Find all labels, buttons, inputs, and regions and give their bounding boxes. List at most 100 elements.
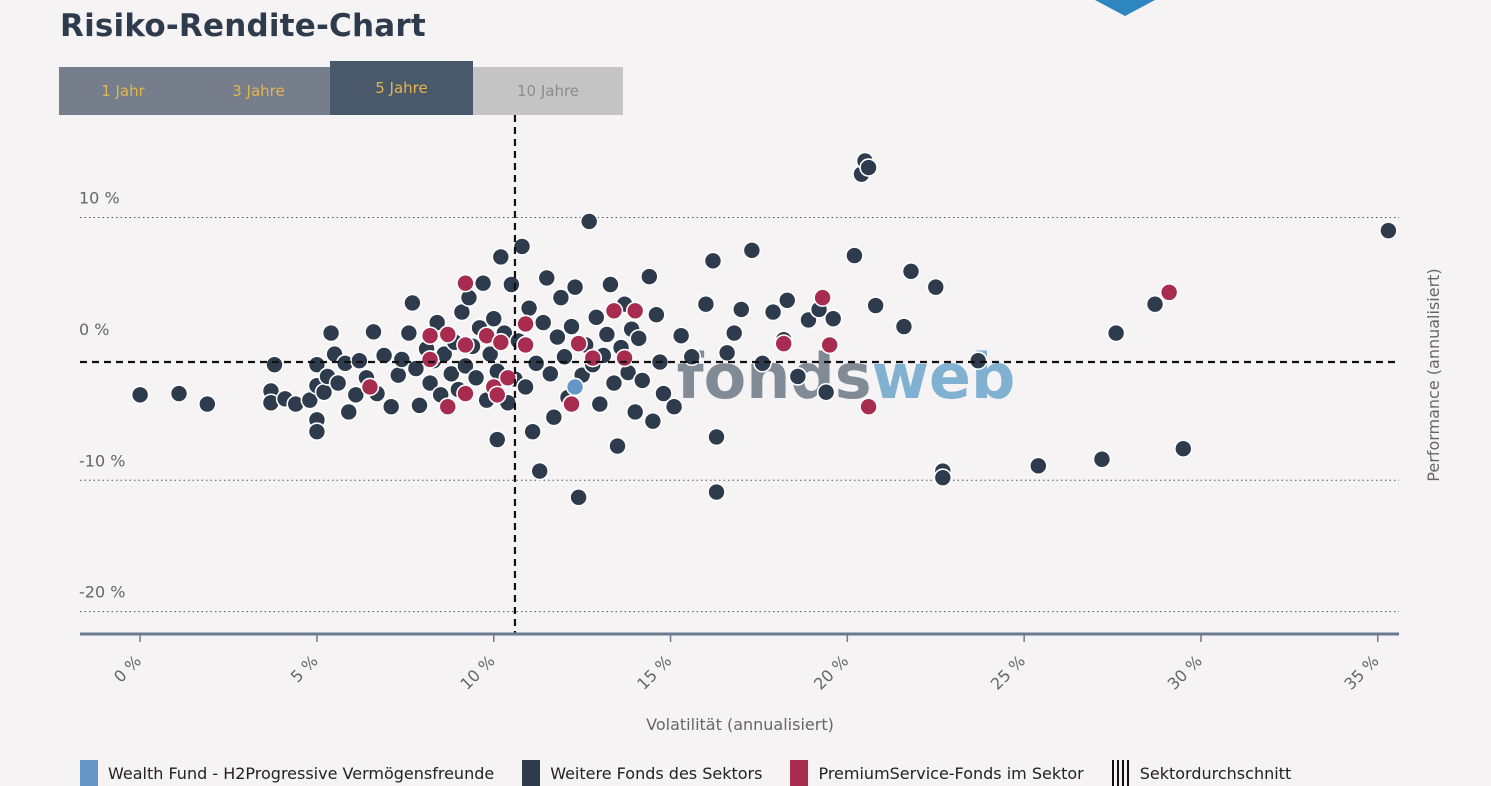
- point-other-fund: [265, 355, 284, 374]
- point-other-fund: [541, 364, 560, 384]
- point-other-fund: [1379, 221, 1398, 240]
- point-other-fund: [562, 317, 581, 336]
- top-marker-icon: [1095, 0, 1155, 16]
- point-other-fund: [717, 343, 737, 363]
- point-other-fund: [420, 373, 440, 393]
- point-premium-fund: [820, 335, 839, 355]
- point-other-fund: [512, 237, 532, 256]
- point-premium-fund: [498, 368, 518, 388]
- x-tick-label: 30 %: [1164, 651, 1206, 693]
- point-wealth-fund: [565, 377, 585, 397]
- point-other-fund: [565, 277, 585, 297]
- point-premium-fund: [487, 385, 507, 405]
- point-other-fund: [569, 488, 588, 507]
- point-other-fund: [703, 251, 723, 271]
- point-other-fund: [859, 158, 878, 177]
- legend-label-other-funds: Weitere Fonds des Sektors: [550, 763, 763, 783]
- point-premium-fund: [516, 314, 535, 334]
- point-other-fund: [590, 394, 610, 414]
- y-tick-label: -10 %: [79, 451, 125, 470]
- point-other-fund: [410, 396, 429, 415]
- legend-label-premium-funds: PremiumService-Fonds im Sektor: [818, 763, 1084, 783]
- period-tabs: 1 Jahr 3 Jahre 5 Jahre 10 Jahre: [59, 61, 623, 115]
- point-other-fund: [926, 277, 946, 297]
- point-other-fund: [763, 302, 783, 322]
- x-tick-label: 5 %: [287, 651, 322, 686]
- point-other-fund: [519, 298, 539, 318]
- point-premium-fund: [859, 397, 878, 416]
- point-premium-fund: [420, 326, 440, 346]
- point-other-fund: [346, 385, 366, 405]
- page-title: Risiko-Rendite-Chart: [60, 8, 426, 44]
- point-other-fund: [537, 268, 557, 288]
- legend-item-other-funds[interactable]: Weitere Fonds des Sektors: [522, 760, 762, 786]
- point-other-fund: [130, 385, 150, 405]
- point-premium-fund: [516, 335, 535, 355]
- point-other-fund: [632, 371, 652, 390]
- point-premium-fund: [1159, 283, 1179, 302]
- point-other-fund: [664, 397, 684, 416]
- point-other-fund: [604, 373, 624, 393]
- tab-5-jahre[interactable]: 5 Jahre: [330, 61, 473, 115]
- y-tick-label: 0 %: [79, 320, 109, 339]
- point-other-fund: [523, 422, 542, 441]
- x-axis-title: Volatilität (annualisiert): [646, 715, 834, 734]
- tab-1-jahr[interactable]: 1 Jahr: [59, 67, 187, 115]
- point-other-fund: [933, 468, 953, 487]
- legend-item-wealth-fund[interactable]: Wealth Fund - H2Progressive Vermögensfre…: [80, 760, 494, 786]
- x-tick-label: 35 %: [1340, 651, 1382, 693]
- tab-3-jahre[interactable]: 3 Jahre: [187, 67, 330, 115]
- point-other-fund: [777, 290, 797, 310]
- point-other-fund: [901, 262, 921, 281]
- watermark-part1: fonds: [677, 340, 872, 413]
- point-other-fund: [516, 377, 535, 397]
- point-other-fund: [601, 275, 620, 294]
- point-other-fund: [1092, 449, 1112, 469]
- point-other-fund: [731, 300, 751, 319]
- point-other-fund: [399, 323, 419, 343]
- point-other-fund: [374, 346, 394, 365]
- point-other-fund: [307, 422, 327, 441]
- point-other-fund: [466, 368, 486, 388]
- point-other-fund: [816, 382, 836, 402]
- point-other-fund: [442, 364, 461, 384]
- point-other-fund: [625, 402, 645, 422]
- point-other-fund: [1145, 294, 1165, 314]
- point-other-fund: [491, 247, 511, 267]
- point-premium-fund: [615, 348, 634, 368]
- point-premium-fund: [360, 377, 380, 397]
- point-other-fund: [388, 365, 408, 385]
- legend-label-wealth-fund: Wealth Fund - H2Progressive Vermögensfre…: [108, 763, 495, 783]
- legend-item-premium-funds[interactable]: PremiumService-Fonds im Sektor: [790, 760, 1084, 786]
- chart-legend: Wealth Fund - H2Progressive Vermögensfre…: [80, 760, 1319, 786]
- point-other-fund: [1173, 439, 1193, 459]
- legend-item-sector-average[interactable]: Sektordurchschnitt: [1111, 760, 1291, 786]
- point-other-fund: [823, 309, 843, 328]
- point-premium-fund: [774, 334, 794, 353]
- point-other-fund: [845, 246, 864, 265]
- point-other-fund: [487, 430, 507, 449]
- point-other-fund: [328, 373, 348, 393]
- point-other-fund: [788, 367, 808, 386]
- point-premium-fund: [420, 350, 440, 369]
- x-tick-label: 10 %: [456, 651, 498, 693]
- point-other-fund: [530, 461, 550, 481]
- x-tick-label: 15 %: [633, 651, 675, 693]
- point-premium-fund: [604, 301, 624, 321]
- point-other-fund: [1029, 456, 1048, 476]
- point-premium-fund: [625, 301, 645, 321]
- point-other-fund: [350, 351, 369, 371]
- watermark-part2: web: [872, 340, 1016, 413]
- point-other-fund: [533, 313, 553, 332]
- point-premium-fund: [456, 273, 475, 293]
- point-other-fund: [526, 354, 546, 373]
- point-other-fund: [548, 327, 567, 347]
- y-axis-title: Performance (annualisiert): [1424, 268, 1443, 481]
- point-other-fund: [608, 436, 627, 456]
- point-other-fund: [339, 402, 359, 422]
- tab-10-jahre[interactable]: 10 Jahre: [473, 67, 623, 115]
- point-other-fund: [169, 384, 189, 403]
- point-other-fund: [364, 322, 383, 342]
- point-other-fund: [707, 482, 726, 502]
- x-tick-label: 20 %: [810, 651, 852, 693]
